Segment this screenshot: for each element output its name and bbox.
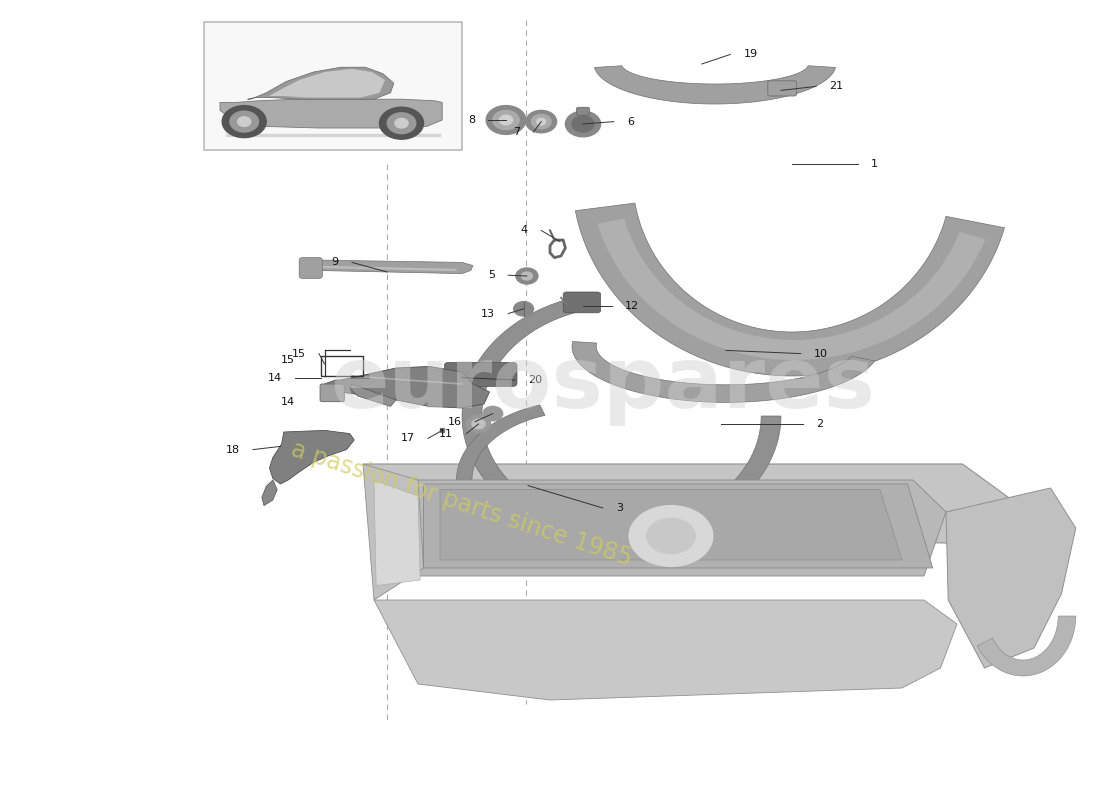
Circle shape — [526, 110, 557, 133]
FancyBboxPatch shape — [444, 362, 517, 386]
Polygon shape — [324, 366, 490, 408]
Text: 8: 8 — [469, 115, 475, 125]
Circle shape — [572, 116, 594, 132]
Circle shape — [629, 506, 713, 566]
Text: 12: 12 — [625, 301, 639, 310]
Polygon shape — [597, 218, 986, 360]
Polygon shape — [363, 464, 424, 600]
Polygon shape — [424, 484, 933, 568]
Polygon shape — [262, 480, 277, 506]
Text: 2: 2 — [816, 419, 823, 429]
Circle shape — [493, 110, 519, 130]
Circle shape — [486, 106, 526, 134]
FancyBboxPatch shape — [204, 22, 462, 150]
Circle shape — [466, 415, 491, 433]
Text: 19: 19 — [744, 50, 758, 59]
Polygon shape — [575, 203, 1004, 376]
Polygon shape — [946, 488, 1076, 668]
FancyBboxPatch shape — [576, 107, 590, 115]
Text: a passion for parts since 1985: a passion for parts since 1985 — [288, 438, 636, 570]
Text: 7: 7 — [514, 127, 520, 137]
Circle shape — [379, 107, 424, 139]
Polygon shape — [363, 464, 1012, 544]
Circle shape — [395, 118, 408, 128]
Polygon shape — [248, 67, 394, 99]
Text: 18: 18 — [226, 445, 240, 454]
FancyBboxPatch shape — [768, 81, 796, 96]
Text: 5: 5 — [488, 270, 495, 280]
Text: 1: 1 — [871, 159, 878, 169]
Circle shape — [230, 111, 258, 132]
Text: 11: 11 — [439, 429, 453, 438]
Text: 20: 20 — [528, 375, 542, 385]
Text: 21: 21 — [829, 82, 844, 91]
Circle shape — [647, 518, 695, 554]
Polygon shape — [374, 600, 957, 700]
Text: 15: 15 — [292, 349, 306, 358]
Circle shape — [483, 406, 503, 421]
Polygon shape — [385, 480, 946, 576]
Circle shape — [537, 118, 546, 125]
Text: 10: 10 — [814, 349, 828, 358]
Polygon shape — [594, 66, 836, 104]
Text: 15: 15 — [280, 355, 295, 365]
Circle shape — [521, 272, 532, 280]
Text: 16: 16 — [448, 417, 462, 426]
Polygon shape — [374, 480, 420, 586]
Circle shape — [387, 113, 416, 134]
Polygon shape — [306, 260, 473, 274]
Text: eurospares: eurospares — [330, 342, 874, 426]
Circle shape — [516, 268, 538, 284]
Circle shape — [514, 302, 534, 316]
Polygon shape — [266, 69, 385, 98]
Text: 9: 9 — [332, 258, 339, 267]
Polygon shape — [977, 616, 1076, 676]
Text: 4: 4 — [521, 226, 528, 235]
Circle shape — [472, 419, 485, 429]
Polygon shape — [456, 405, 710, 560]
Polygon shape — [440, 490, 902, 560]
Polygon shape — [220, 99, 442, 128]
FancyBboxPatch shape — [320, 384, 344, 402]
Circle shape — [222, 106, 266, 138]
Circle shape — [531, 114, 551, 129]
FancyBboxPatch shape — [299, 258, 322, 278]
Text: 14: 14 — [280, 397, 295, 406]
Text: 3: 3 — [616, 503, 623, 513]
Polygon shape — [462, 294, 781, 540]
Text: 17: 17 — [400, 434, 415, 443]
Text: 13: 13 — [481, 309, 495, 318]
Polygon shape — [572, 342, 874, 402]
Text: 14: 14 — [267, 374, 282, 383]
Circle shape — [565, 111, 601, 137]
Polygon shape — [317, 266, 456, 271]
Text: 6: 6 — [627, 117, 634, 126]
FancyBboxPatch shape — [563, 292, 601, 313]
Polygon shape — [270, 430, 354, 484]
Polygon shape — [350, 384, 396, 406]
Circle shape — [499, 115, 513, 125]
Circle shape — [238, 117, 251, 126]
